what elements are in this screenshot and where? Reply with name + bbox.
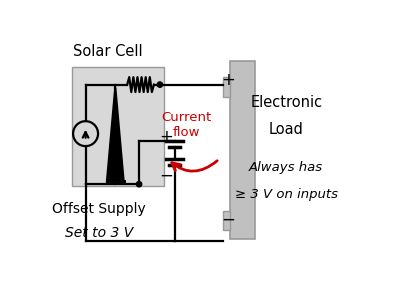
Text: −: −	[159, 166, 173, 184]
Text: +: +	[221, 71, 235, 89]
Bar	[223, 211, 230, 230]
Text: Always has: Always has	[249, 161, 323, 174]
Circle shape	[157, 82, 162, 87]
Text: +: +	[159, 128, 173, 146]
Text: Solar Cell: Solar Cell	[73, 44, 143, 59]
Text: Load: Load	[269, 122, 304, 137]
Text: Set to 3 V: Set to 3 V	[65, 226, 133, 240]
Bar	[72, 67, 164, 186]
Polygon shape	[107, 88, 124, 181]
Circle shape	[136, 182, 142, 187]
Text: ≥ 3 V on inputs: ≥ 3 V on inputs	[235, 188, 338, 201]
Bar	[223, 77, 230, 97]
Text: Offset Supply: Offset Supply	[52, 202, 146, 216]
Text: Electronic: Electronic	[250, 95, 322, 110]
Bar	[230, 61, 255, 239]
Text: Current
flow: Current flow	[162, 111, 212, 139]
Text: −: −	[221, 211, 235, 229]
FancyArrowPatch shape	[172, 161, 217, 171]
